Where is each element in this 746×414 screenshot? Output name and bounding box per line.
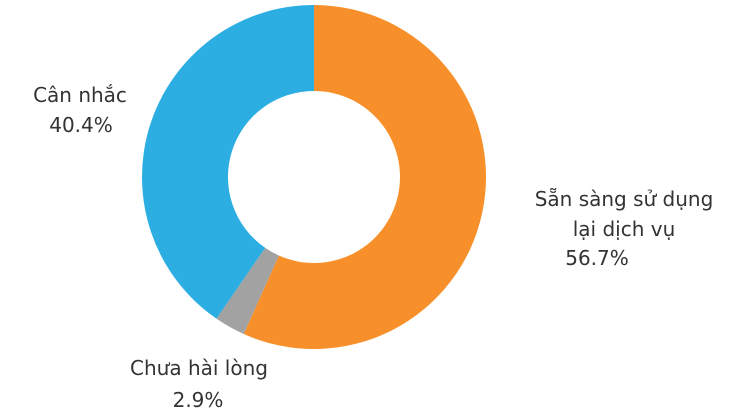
slice-value-san-sang: 56.7%: [565, 246, 629, 270]
donut-slice-1: [216, 247, 279, 334]
donut-slices: [141, 5, 487, 349]
slice-value-can-nhac: 40.4%: [49, 113, 113, 137]
slice-label-chua-hai-long: Chưa hài lòng: [130, 356, 268, 380]
donut-slice-0: [243, 5, 487, 349]
slice-label-san-sang-line-2: lại dịch vụ: [573, 217, 676, 241]
slice-label-san-sang-line-1: Sẵn sàng sử dụng: [535, 187, 714, 211]
slice-value-chua-hai-long: 2.9%: [173, 388, 224, 412]
donut-slice-2: [141, 5, 314, 319]
slice-label-can-nhac: Cân nhắc: [33, 83, 127, 107]
